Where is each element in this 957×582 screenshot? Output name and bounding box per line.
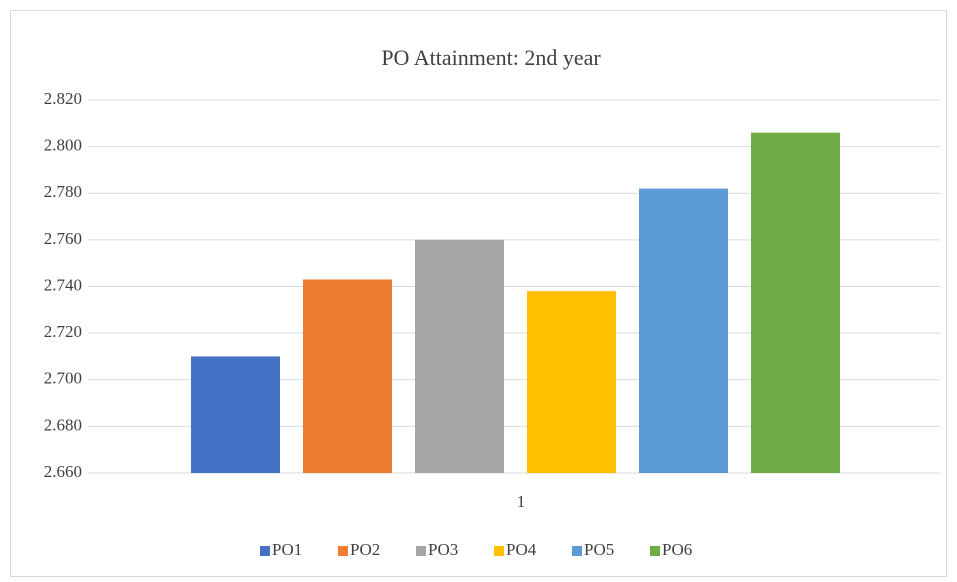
legend-swatch: [572, 546, 582, 556]
chart-title: PO Attainment: 2nd year: [381, 45, 601, 70]
legend-swatch: [494, 546, 504, 556]
y-tick-label: 2.660: [44, 462, 82, 481]
y-tick-label: 2.820: [44, 89, 82, 108]
y-tick-label: 2.760: [44, 229, 82, 248]
legend-label: PO1: [272, 540, 302, 559]
legend-label: PO4: [506, 540, 537, 559]
y-tick-label: 2.700: [44, 369, 82, 388]
legend-label: PO2: [350, 540, 380, 559]
legend-label: PO3: [428, 540, 458, 559]
bar: [639, 188, 728, 473]
legend-label: PO6: [662, 540, 692, 559]
y-tick-label: 2.780: [44, 182, 82, 201]
bar: [303, 279, 392, 473]
legend-swatch: [416, 546, 426, 556]
y-tick-label: 2.720: [44, 322, 82, 341]
legend-label: PO5: [584, 540, 614, 559]
bar: [527, 291, 616, 473]
bar: [415, 239, 504, 473]
y-tick-label: 2.740: [44, 275, 82, 294]
y-tick-label: 2.680: [44, 415, 82, 434]
bar: [191, 356, 280, 473]
legend-swatch: [260, 546, 270, 556]
x-tick-label: 1: [517, 492, 526, 511]
legend-swatch: [338, 546, 348, 556]
legend-swatch: [650, 546, 660, 556]
y-tick-label: 2.800: [44, 136, 82, 155]
bar: [751, 132, 840, 473]
